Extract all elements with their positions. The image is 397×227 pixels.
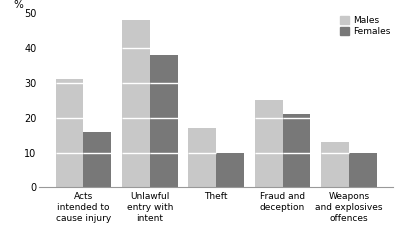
Bar [150, 55, 178, 188]
Bar [83, 132, 111, 188]
Bar [122, 20, 150, 188]
Bar [188, 128, 216, 188]
Bar [216, 153, 244, 188]
Legend: Males, Females: Males, Females [338, 14, 392, 38]
Bar [254, 100, 283, 188]
Bar [56, 79, 83, 188]
Y-axis label: %: % [13, 0, 23, 10]
Bar [283, 114, 310, 188]
Bar [349, 153, 377, 188]
Bar [321, 142, 349, 188]
